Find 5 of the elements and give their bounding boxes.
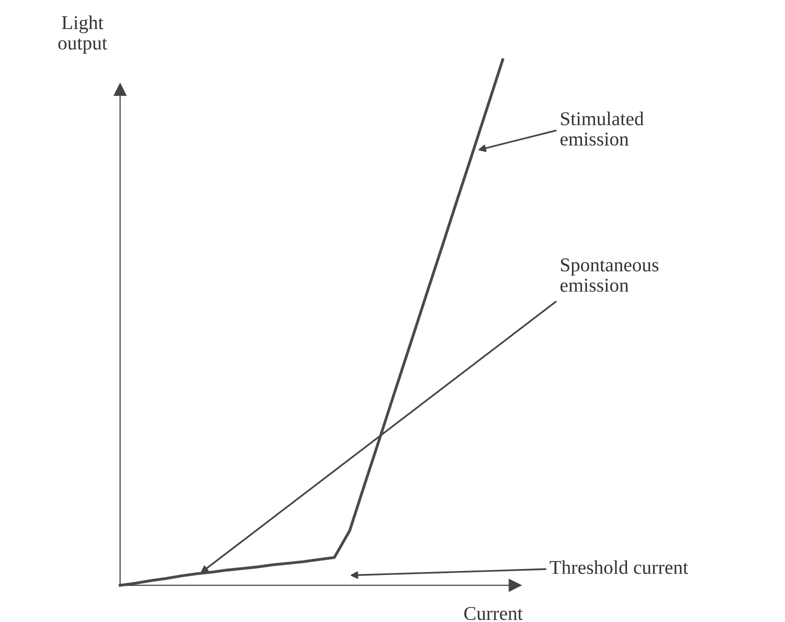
x-axis-title: Current [464, 606, 523, 620]
text: Stimulated emission [560, 112, 644, 146]
y-axis-title: Light output [58, 16, 108, 54]
text: Spontaneous emission [560, 258, 658, 292]
text: Threshold current [550, 560, 688, 574]
